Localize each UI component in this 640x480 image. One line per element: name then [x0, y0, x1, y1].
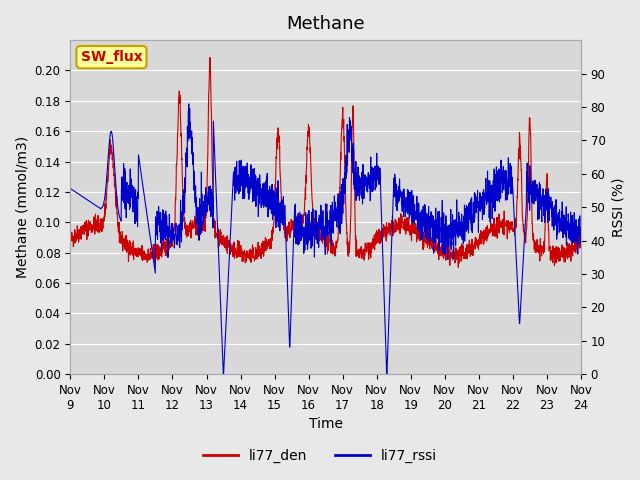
Legend: li77_den, li77_rssi: li77_den, li77_rssi	[198, 443, 442, 468]
Y-axis label: Methane (mmol/m3): Methane (mmol/m3)	[15, 136, 29, 278]
Text: SW_flux: SW_flux	[81, 50, 142, 64]
X-axis label: Time: Time	[308, 418, 342, 432]
Y-axis label: RSSI (%): RSSI (%)	[611, 178, 625, 237]
Title: Methane: Methane	[286, 15, 365, 33]
